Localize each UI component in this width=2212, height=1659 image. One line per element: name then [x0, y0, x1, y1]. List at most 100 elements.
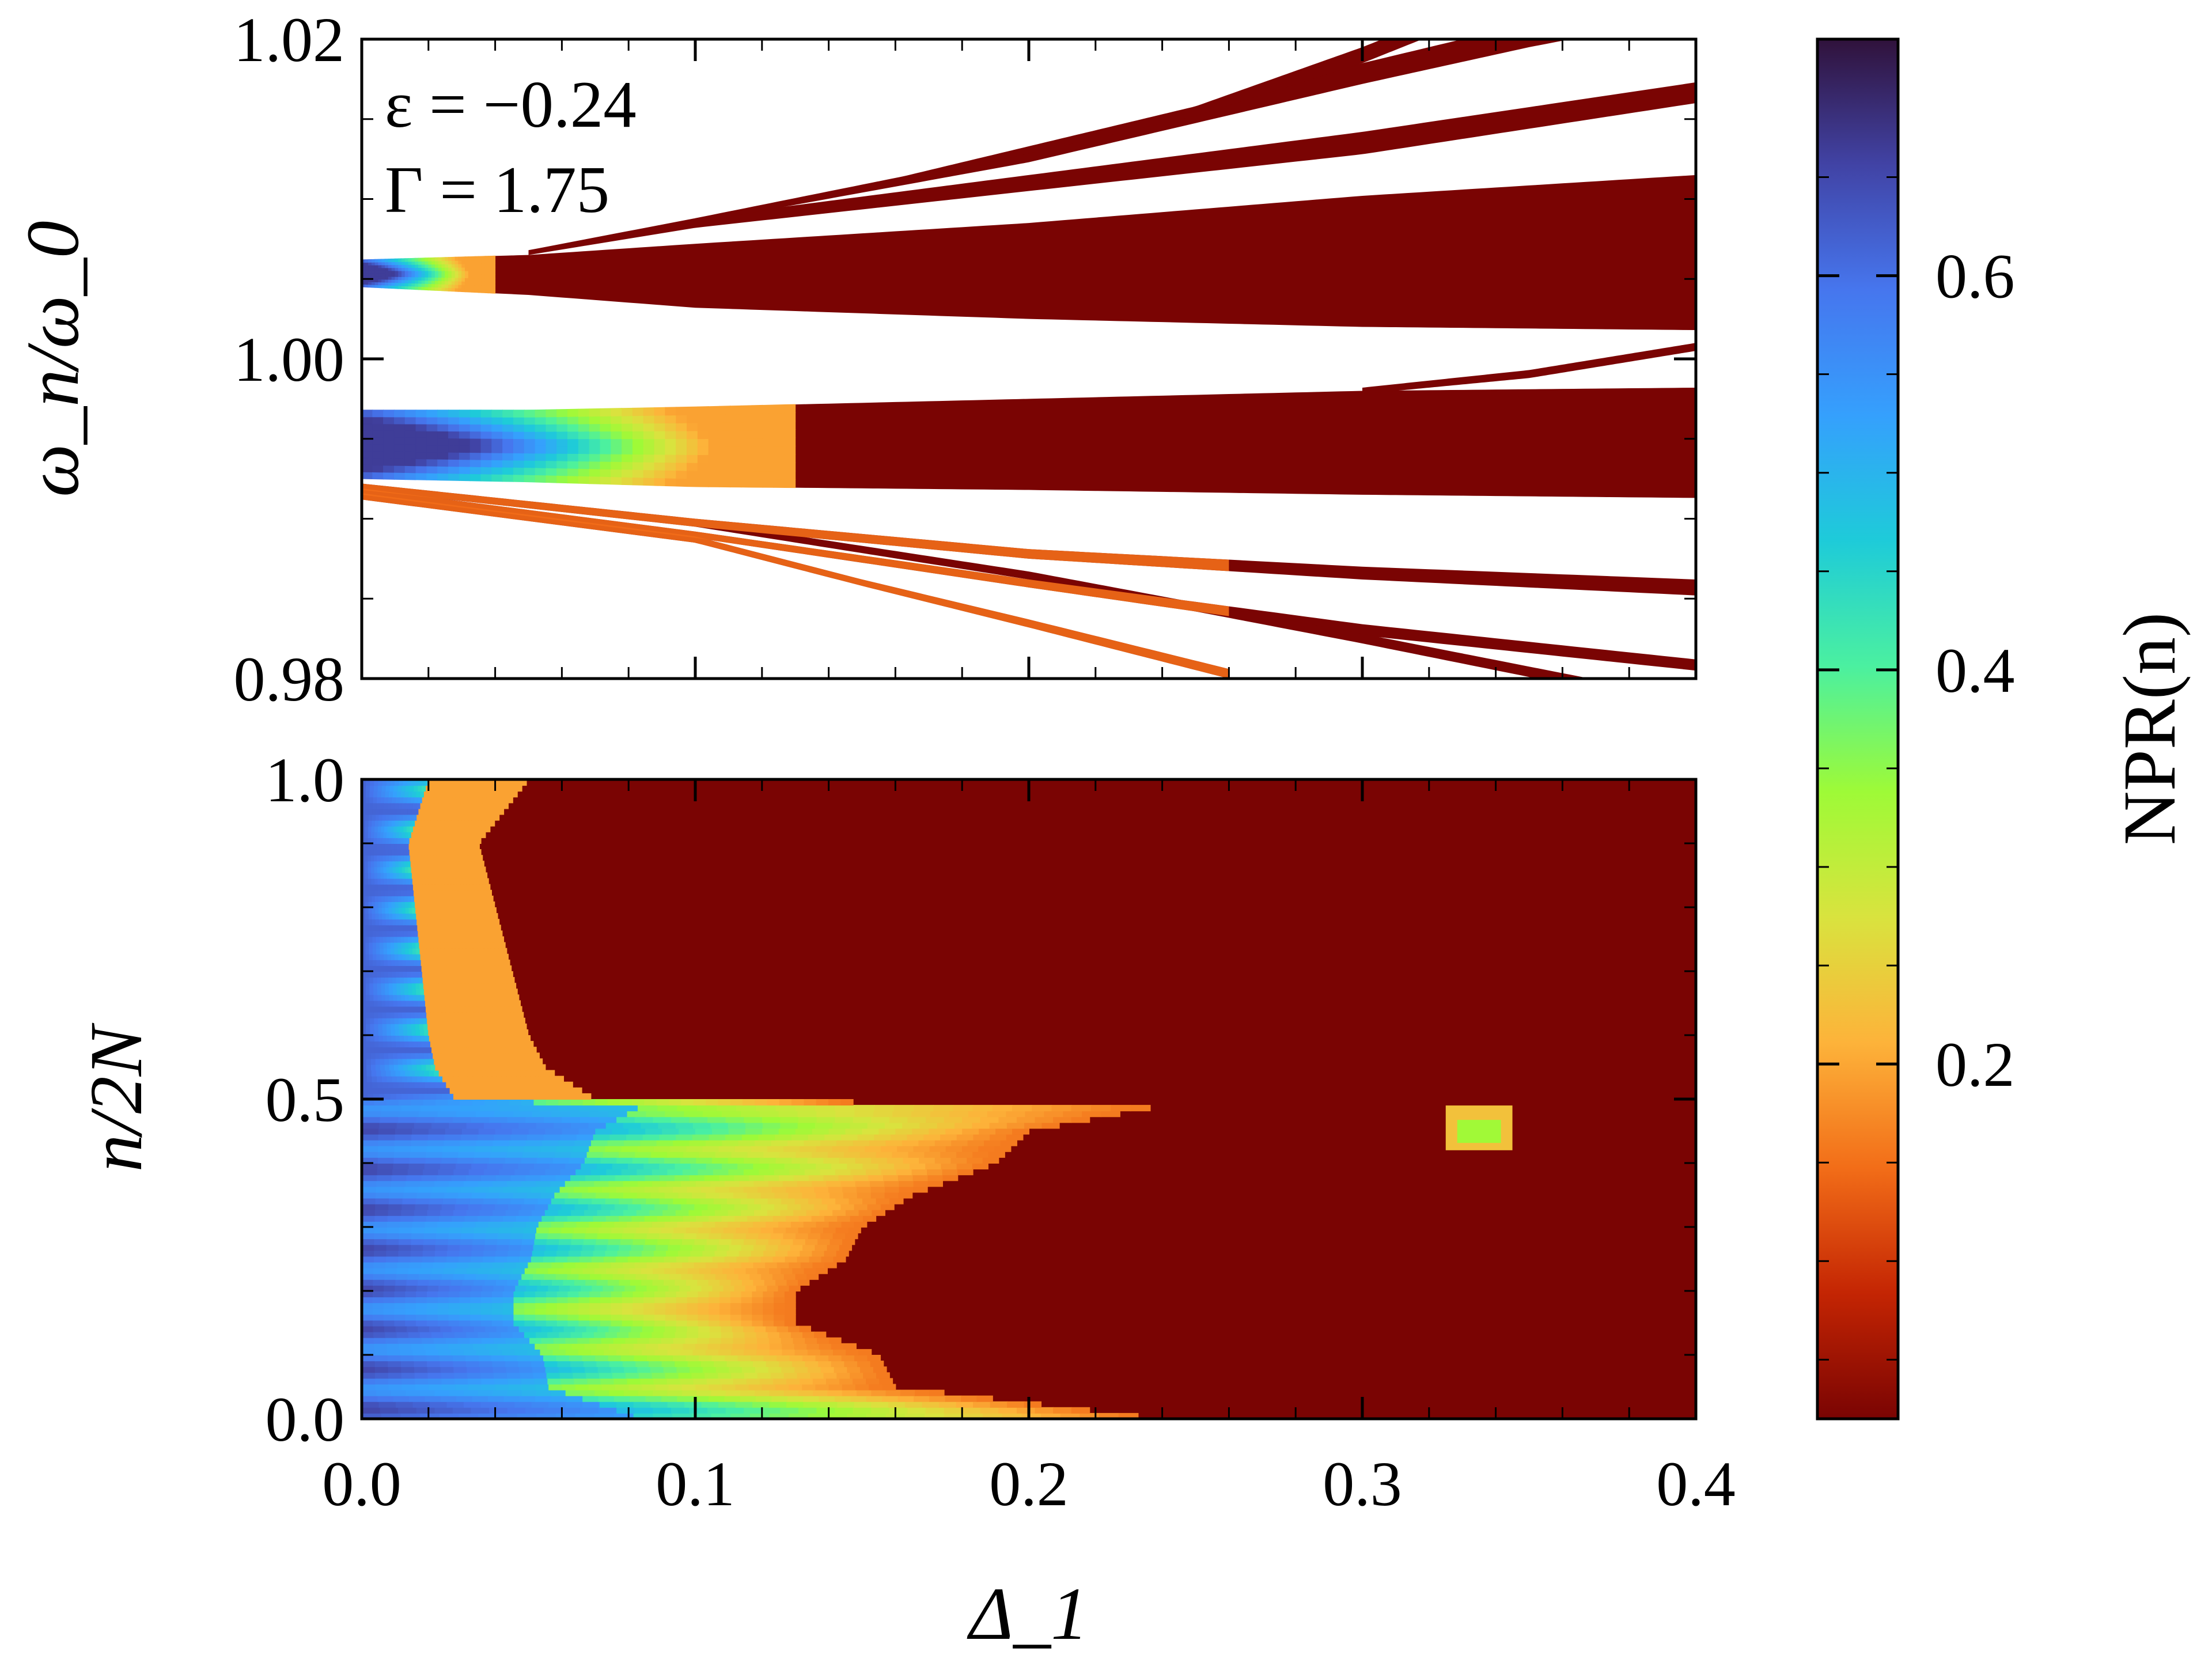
heatmap-cell [585, 1175, 601, 1181]
heatmap-cell [846, 1349, 859, 1355]
band-highnpr-cell [469, 452, 482, 460]
heatmap-cell [681, 1238, 695, 1245]
heatmap-cell [565, 1163, 582, 1170]
heatmap-cell [627, 1203, 642, 1210]
heatmap-cell [397, 1058, 403, 1065]
band-highnpr-cell [448, 281, 452, 285]
heatmap-cell [501, 1023, 506, 1030]
band-highnpr-cell [567, 431, 579, 440]
heatmap-cell [666, 1250, 679, 1257]
heatmap-cell [429, 936, 434, 943]
heatmap-cell [456, 1395, 473, 1402]
heatmap-cell [690, 1285, 702, 1291]
heatmap-cell [489, 895, 494, 902]
heatmap-cell [734, 1175, 750, 1181]
heatmap-cell [469, 866, 474, 873]
heatmap-cell [796, 1151, 813, 1158]
heatmap-cell [381, 1006, 387, 1013]
heatmap-cell [498, 988, 502, 995]
heatmap-cell [536, 1157, 554, 1164]
heatmap-cell [401, 1000, 406, 1007]
heatmap-cell [522, 1343, 536, 1350]
heatmap-cell [491, 1308, 503, 1315]
heatmap-cell [408, 1267, 421, 1274]
heatmap-cell [418, 936, 423, 943]
heatmap-cell [678, 1372, 692, 1379]
heatmap-cell [945, 1395, 962, 1402]
heatmap-cell [648, 1227, 662, 1234]
heatmap-cell [396, 1047, 402, 1054]
heatmap-cell [368, 913, 373, 920]
heatmap-cell [413, 919, 418, 926]
heatmap-cell [394, 1297, 406, 1304]
heatmap-cell [445, 1337, 459, 1344]
heatmap-cell [495, 930, 499, 937]
heatmap-cell [441, 884, 446, 891]
heatmap-cell [980, 1407, 999, 1414]
heatmap-cell [820, 1169, 836, 1176]
heatmap-cell [417, 925, 422, 931]
heatmap-cell [613, 1412, 634, 1419]
heatmap-cell [463, 1012, 468, 1018]
heatmap-cell [487, 913, 491, 920]
heatmap-cell [628, 1128, 646, 1135]
heatmap-cell [479, 878, 483, 885]
band-highnpr-cell [687, 414, 698, 423]
band-highnpr-cell [535, 453, 547, 461]
heatmap-cell [835, 1116, 854, 1123]
heatmap-cell [446, 843, 450, 850]
heatmap-cell [645, 1238, 658, 1245]
heatmap-cell [406, 913, 410, 920]
heatmap-cell [467, 866, 471, 873]
heatmap-cell [372, 913, 376, 920]
band-highnpr-cell [383, 437, 395, 445]
band-highnpr-cell [632, 461, 644, 471]
heatmap-cell [457, 936, 462, 943]
heatmap-cell [400, 1070, 406, 1077]
heatmap-cell [444, 994, 449, 1001]
heatmap-cell [386, 930, 391, 937]
heatmap-cell [440, 1361, 454, 1368]
heatmap-cell [369, 925, 373, 931]
heatmap-cell [453, 1029, 458, 1036]
band-highnpr-cell [374, 270, 379, 274]
heatmap-cell [434, 977, 439, 984]
heatmap-cell [571, 1343, 585, 1350]
heatmap-cell [475, 907, 480, 914]
heatmap-cell [448, 971, 453, 978]
heatmap-cell [652, 1279, 665, 1286]
heatmap-cell [453, 843, 457, 850]
heatmap-cell [410, 1145, 427, 1152]
heatmap-cell [973, 1401, 991, 1408]
band-highnpr-cell [445, 287, 449, 291]
heatmap-cell [362, 1355, 376, 1362]
heatmap-cell [692, 1244, 706, 1251]
heatmap-cell [600, 1302, 612, 1309]
heatmap-cell [459, 907, 463, 914]
heatmap-cell [608, 1279, 620, 1286]
heatmap-cell [456, 1111, 476, 1118]
band-highnpr-cell [391, 264, 396, 268]
heatmap-cell [458, 1256, 471, 1263]
heatmap-cell [660, 1355, 674, 1362]
heatmap-cell [463, 988, 468, 995]
heatmap-cell [395, 866, 400, 873]
band-highnpr-cell [368, 270, 372, 274]
heatmap-cell [890, 1134, 908, 1141]
heatmap-cell [399, 971, 404, 978]
heatmap-cell [565, 1180, 580, 1187]
heatmap-cell [510, 977, 515, 984]
heatmap-cell [460, 913, 464, 920]
heatmap-cell [431, 1017, 436, 1024]
heatmap-cell [540, 1081, 547, 1088]
heatmap-cell [452, 1041, 457, 1048]
heatmap-cell [613, 1285, 626, 1291]
heatmap-cell [470, 843, 474, 850]
heatmap-cell [430, 977, 435, 984]
heatmap-cell [362, 1029, 367, 1036]
heatmap-cell [374, 1215, 388, 1222]
heatmap-cell [634, 1116, 654, 1123]
heatmap-cell [362, 1291, 373, 1298]
heatmap-cell [900, 1389, 916, 1396]
heatmap-cell [429, 843, 433, 850]
